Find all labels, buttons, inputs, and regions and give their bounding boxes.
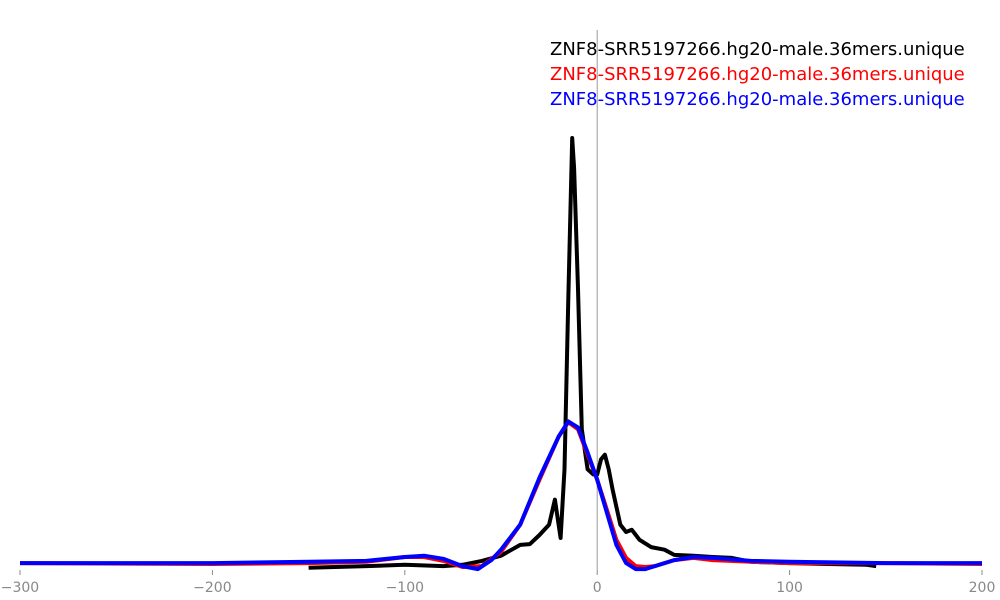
x-tick-label: −200 xyxy=(193,580,231,596)
x-tick-label: 0 xyxy=(593,580,602,596)
legend-label: ZNF8-SRR5197266.hg20-male.36mers.unique xyxy=(550,64,965,85)
series-line xyxy=(308,136,877,570)
x-tick-label: 100 xyxy=(776,580,803,596)
series-line xyxy=(20,419,982,572)
legend-label: ZNF8-SRR5197266.hg20-male.36mers.unique xyxy=(550,89,965,110)
x-tick-label: −300 xyxy=(1,580,39,596)
x-tick-label: −100 xyxy=(386,580,424,596)
legend-label: ZNF8-SRR5197266.hg20-male.36mers.unique xyxy=(550,39,965,60)
x-tick-label: 200 xyxy=(969,580,996,596)
series-line xyxy=(19,420,983,569)
